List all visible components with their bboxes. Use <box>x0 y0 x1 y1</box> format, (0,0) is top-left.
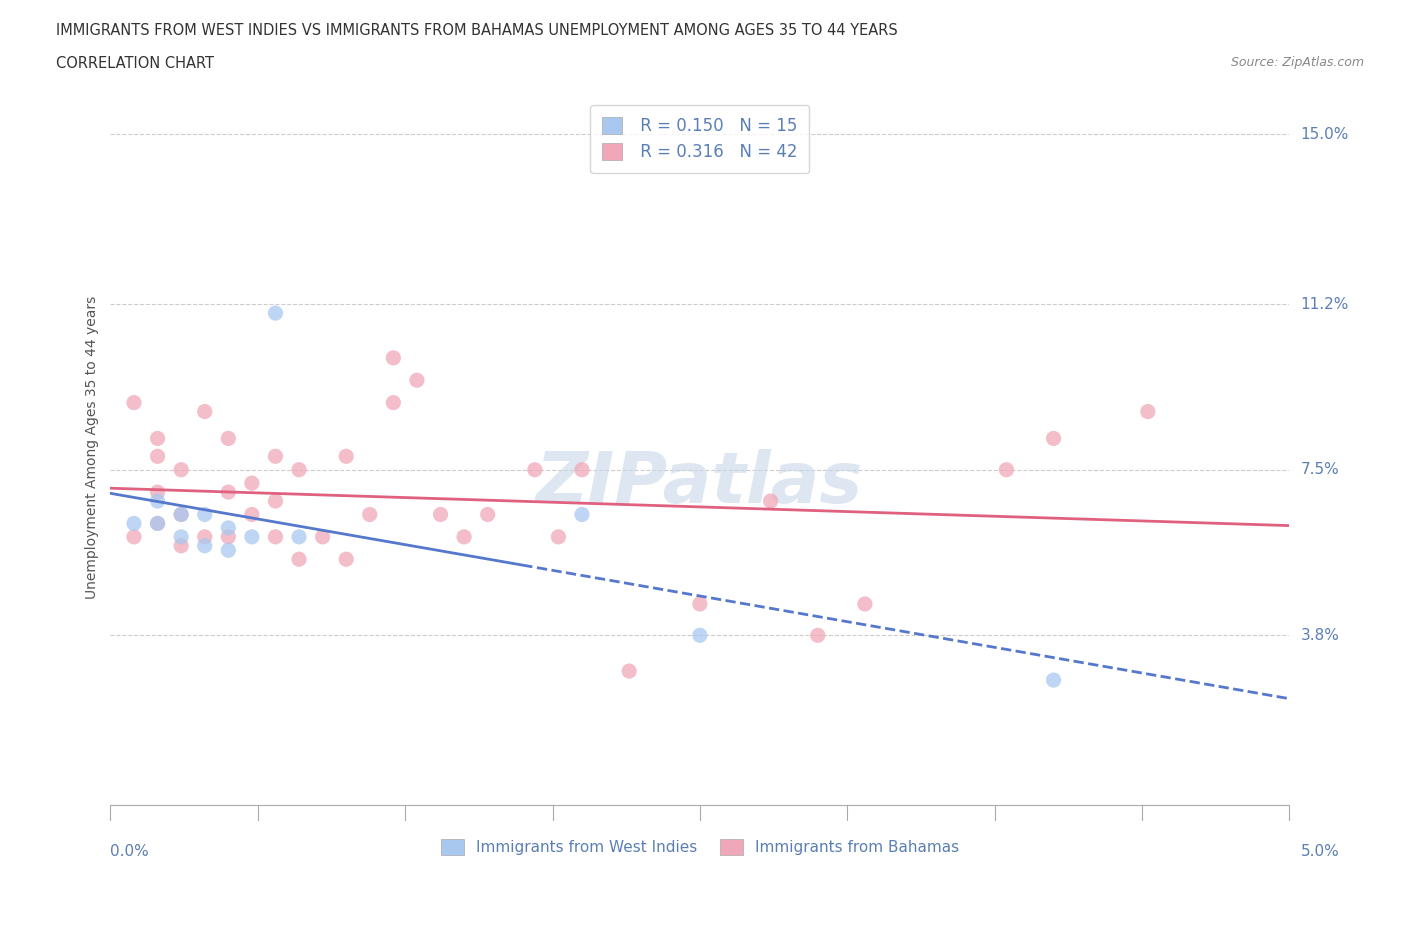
Point <box>240 507 263 522</box>
Point <box>170 507 193 522</box>
Point <box>477 507 499 522</box>
Point <box>853 596 876 611</box>
Text: 11.2%: 11.2% <box>1301 297 1348 312</box>
Point <box>217 543 239 558</box>
Point <box>311 529 333 544</box>
Point <box>335 449 357 464</box>
Point <box>689 596 711 611</box>
Point <box>335 551 357 566</box>
Text: ZIPatlas: ZIPatlas <box>536 448 863 518</box>
Text: 0.0%: 0.0% <box>111 844 149 859</box>
Point <box>194 538 217 553</box>
Point <box>122 516 145 531</box>
Point <box>170 538 193 553</box>
Point <box>217 431 239 445</box>
Point <box>264 306 287 321</box>
Point <box>382 351 405 365</box>
Point <box>571 507 593 522</box>
Point <box>288 462 311 477</box>
Point <box>807 628 830 643</box>
Text: 3.8%: 3.8% <box>1301 628 1340 643</box>
Point <box>194 529 217 544</box>
Point <box>689 628 711 643</box>
Point <box>288 551 311 566</box>
Point <box>146 431 169 445</box>
Point <box>217 485 239 499</box>
Point <box>240 476 263 491</box>
Point <box>240 529 263 544</box>
Point <box>429 507 451 522</box>
Text: 5.0%: 5.0% <box>1301 844 1339 859</box>
Point <box>194 507 217 522</box>
Point <box>217 521 239 536</box>
Text: IMMIGRANTS FROM WEST INDIES VS IMMIGRANTS FROM BAHAMAS UNEMPLOYMENT AMONG AGES 3: IMMIGRANTS FROM WEST INDIES VS IMMIGRANT… <box>56 23 898 38</box>
Point <box>1042 431 1064 445</box>
Text: CORRELATION CHART: CORRELATION CHART <box>56 56 214 71</box>
Point <box>359 507 381 522</box>
Point <box>406 373 429 388</box>
Point <box>170 507 193 522</box>
Point <box>1136 405 1159 419</box>
Point <box>146 485 169 499</box>
Point <box>547 529 569 544</box>
Point <box>523 462 546 477</box>
Point <box>453 529 475 544</box>
Point <box>122 395 145 410</box>
Point <box>146 494 169 509</box>
Point <box>146 449 169 464</box>
Point <box>122 529 145 544</box>
Text: 7.5%: 7.5% <box>1301 462 1339 477</box>
Point <box>146 516 169 531</box>
Text: Source: ZipAtlas.com: Source: ZipAtlas.com <box>1230 56 1364 69</box>
Point <box>759 494 782 509</box>
Point <box>170 462 193 477</box>
Text: 15.0%: 15.0% <box>1301 126 1348 141</box>
Point <box>382 395 405 410</box>
Point <box>170 529 193 544</box>
Point <box>288 529 311 544</box>
Point <box>1042 672 1064 687</box>
Y-axis label: Unemployment Among Ages 35 to 44 years: Unemployment Among Ages 35 to 44 years <box>86 296 100 599</box>
Point <box>571 462 593 477</box>
Point <box>264 494 287 509</box>
Point <box>264 449 287 464</box>
Point <box>617 664 640 679</box>
Point <box>146 516 169 531</box>
Point <box>194 405 217 419</box>
Point <box>217 529 239 544</box>
Point <box>264 529 287 544</box>
Point <box>995 462 1018 477</box>
Legend: Immigrants from West Indies, Immigrants from Bahamas: Immigrants from West Indies, Immigrants … <box>440 839 959 855</box>
